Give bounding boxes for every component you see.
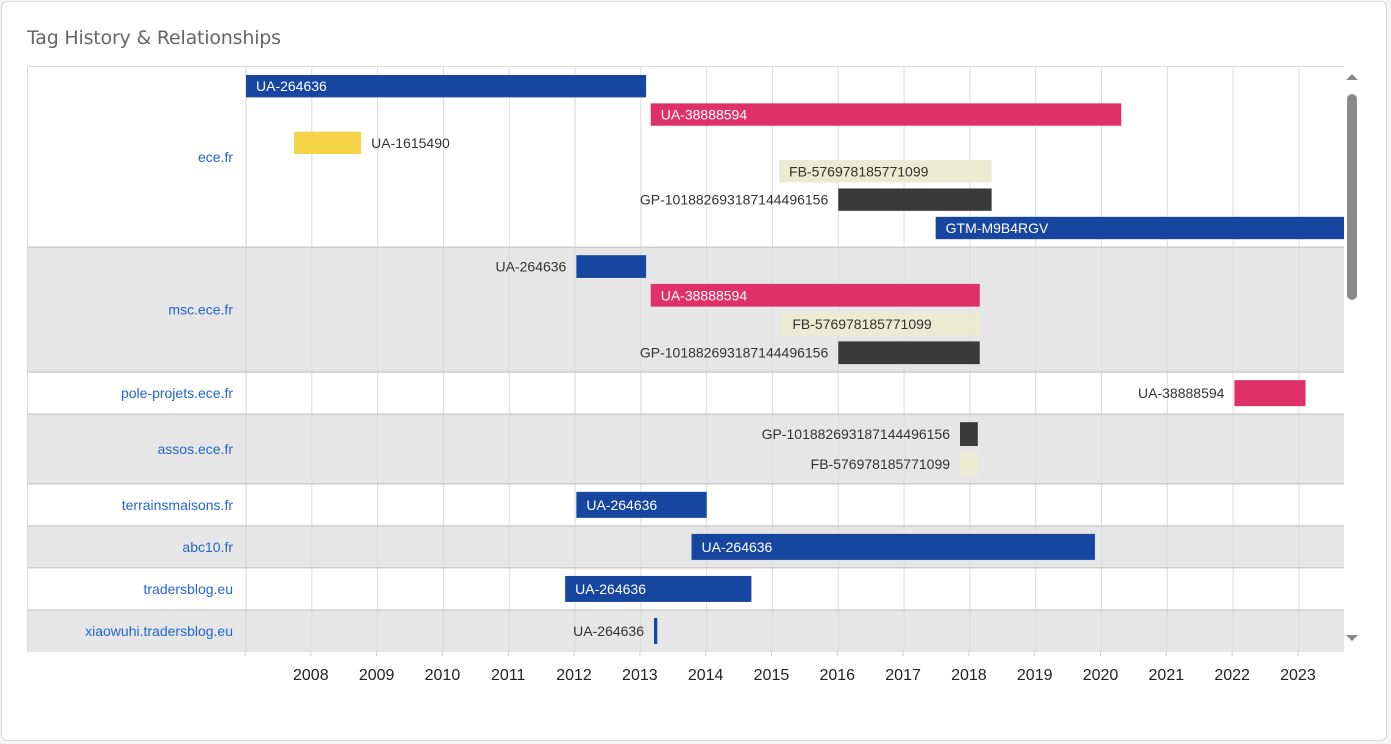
tag-label: UA-264636 (575, 581, 646, 597)
tag-bar[interactable] (935, 216, 1344, 240)
tag-bar[interactable] (576, 491, 707, 518)
tag-label: GP-101882693187144496156 (640, 345, 829, 361)
timeline-chart: ece.fr UA-264636 UA-38888594 UA-1615490 FB-5… (27, 66, 1344, 651)
x-tick-label: 2019 (1017, 667, 1053, 684)
tag-bar[interactable] (576, 255, 647, 278)
tag-label: FB-576978185771099 (789, 163, 929, 179)
tag-label: UA-264636 (573, 623, 644, 639)
tag-bar[interactable] (691, 533, 1095, 560)
domain-label[interactable]: pole-projets.ece.fr (121, 385, 233, 401)
x-tick-label: 2023 (1280, 667, 1316, 684)
domain-label[interactable]: msc.ece.fr (168, 302, 233, 318)
x-tick-label: 2022 (1214, 667, 1250, 684)
tag-bar[interactable] (960, 451, 978, 476)
x-tick-label: 2018 (951, 667, 987, 684)
tag-label: FB-576978185771099 (811, 456, 951, 472)
tag-label: UA-264636 (256, 78, 327, 94)
x-tick-label: 2016 (819, 667, 855, 684)
x-tick-label: 2020 (1083, 667, 1119, 684)
domain-label[interactable]: ece.fr (198, 149, 233, 165)
domain-label[interactable]: assos.ece.fr (158, 441, 234, 457)
tag-bar[interactable] (650, 103, 1122, 126)
card-title: Tag History & Relationships (27, 27, 281, 49)
tag-label: UA-264636 (702, 539, 773, 555)
x-tick-label: 2014 (688, 667, 724, 684)
tag-bar[interactable] (838, 341, 980, 365)
row-background (28, 247, 1344, 373)
x-axis: 2008 2009 2010 2011 2012 2013 2014 2015 2016 2017… (27, 650, 1344, 696)
domain-label[interactable]: tradersblog.eu (143, 581, 233, 597)
row-background (28, 525, 1344, 568)
tag-label: UA-38888594 (1138, 385, 1225, 401)
tag-label: UA-1615490 (371, 135, 450, 151)
tag-bar[interactable] (782, 312, 980, 336)
tag-label: GP-101882693187144496156 (762, 426, 951, 442)
x-tick-label: 2009 (359, 667, 395, 684)
domain-label[interactable]: terrainsmaisons.fr (122, 497, 234, 513)
tag-bar[interactable] (1234, 380, 1306, 407)
tag-label: UA-264636 (586, 497, 657, 513)
tag-label: FB-576978185771099 (792, 316, 932, 332)
x-tick-label: 2015 (754, 667, 790, 684)
domain-label[interactable]: xiaowuhi.tradersblog.eu (85, 623, 233, 639)
x-tick-label: 2013 (622, 667, 658, 684)
tag-label: GTM-M9B4RGV (946, 220, 1049, 236)
scroll-thumb[interactable] (1347, 94, 1357, 300)
tag-bar[interactable] (779, 160, 992, 183)
tag-bar[interactable] (294, 131, 362, 155)
timeline-svg: ece.fr UA-264636 UA-38888594 UA-1615490 FB-5… (28, 67, 1344, 651)
x-tick-label: 2017 (885, 667, 921, 684)
tag-bar[interactable] (654, 617, 658, 644)
tag-bar[interactable] (838, 188, 992, 211)
row-background (28, 609, 1344, 651)
x-tick-label: 2021 (1149, 667, 1185, 684)
tag-bar[interactable] (246, 75, 647, 98)
domain-label[interactable]: abc10.fr (182, 539, 233, 555)
tag-label: UA-38888594 (661, 107, 748, 123)
x-tick-label: 2008 (293, 667, 329, 684)
tag-label: UA-38888594 (661, 287, 748, 303)
tag-bar[interactable] (960, 422, 978, 446)
tag-label: UA-264636 (496, 259, 567, 275)
row-background (28, 372, 1344, 415)
x-tick-label: 2010 (425, 667, 461, 684)
tag-bar[interactable] (565, 575, 752, 602)
tag-label: GP-101882693187144496156 (640, 192, 829, 208)
x-tick-label: 2011 (491, 667, 526, 684)
x-axis-svg: 2008 2009 2010 2011 2012 2013 2014 2015 2016 2017… (27, 650, 1344, 684)
row-background (28, 414, 1344, 484)
tag-bar[interactable] (650, 283, 980, 307)
scroll-up-arrow-icon[interactable] (1346, 74, 1358, 80)
scroll-down-arrow-icon[interactable] (1346, 635, 1358, 641)
x-tick-label: 2012 (556, 667, 592, 684)
